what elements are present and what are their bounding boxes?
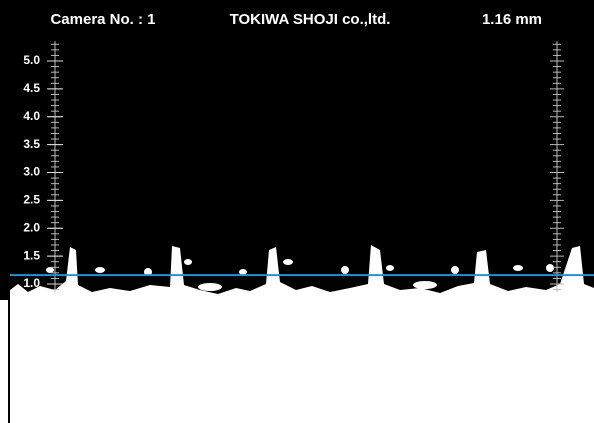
scale-label: 3.5 — [23, 137, 40, 151]
scale-label: 4.5 — [23, 81, 40, 95]
scale-label: 1.5 — [23, 248, 40, 262]
spots — [46, 259, 554, 291]
company-label: TOKIWA SHOJI co.,ltd. — [230, 11, 391, 28]
scale-label: 3.0 — [23, 165, 40, 179]
scale-label: 5.0 — [23, 53, 40, 67]
measurement-label: 1.16 mm — [482, 11, 542, 28]
scale-label: 4.0 — [23, 109, 40, 123]
profile — [10, 245, 594, 423]
camera-label: Camera No. : 1 — [50, 11, 155, 28]
scale-label: 1.0 — [23, 276, 40, 290]
scale-label: 2.0 — [23, 220, 40, 234]
image-background — [0, 0, 594, 300]
scale-label: 2.5 — [23, 193, 40, 207]
